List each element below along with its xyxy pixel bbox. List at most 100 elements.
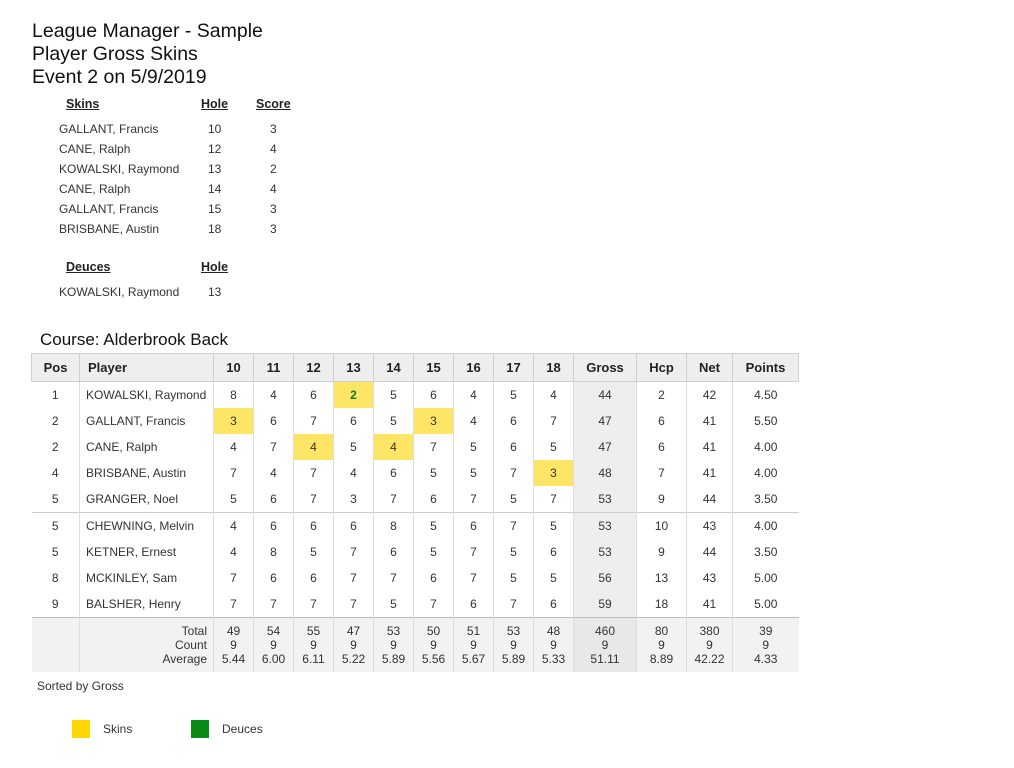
points-cell: 5.50 — [732, 408, 799, 434]
col-hole-12: 12 — [293, 353, 334, 382]
hole-score-cell: 6 — [333, 512, 374, 539]
hole-score-cell: 4 — [213, 434, 254, 460]
hole-score-cell: 5 — [373, 381, 414, 408]
net-cell: 41 — [686, 434, 733, 460]
pos-cell: 1 — [51, 388, 59, 402]
hole-score-cell: 7 — [293, 591, 334, 618]
gross-cell: 47 — [573, 434, 637, 460]
totals-value: 51.11 — [590, 652, 620, 666]
hole-score-cell: 7 — [293, 486, 334, 513]
hole-score-cell: 7 — [493, 591, 534, 618]
col-player: Player — [79, 353, 214, 382]
totals-cell: 55 9 6.11 — [293, 617, 334, 672]
totals-cell: 53 9 5.89 — [493, 617, 534, 672]
pos-cell: 2 — [51, 414, 59, 428]
hole-score-cell: 3 — [413, 408, 454, 434]
deuces-hole-header: Hole — [201, 260, 229, 274]
legend-deuces-label: Deuces — [222, 722, 263, 736]
hole-score-cell: 6 — [493, 434, 534, 460]
pos-cell: 4 — [51, 466, 59, 480]
points-cell: 4.00 — [732, 434, 799, 460]
table-row: 4 BRISBANE, Austin 7 4 7 4 6 5 5 7 3 48 7 41 4.00 — [32, 460, 799, 486]
totals-value: 9 — [601, 638, 609, 652]
totals-cell: 48 9 5.33 — [533, 617, 574, 672]
hole-score-cell: 5 — [333, 434, 374, 460]
totals-value: 39 — [759, 624, 773, 638]
gross-cell: 53 — [573, 486, 637, 513]
pos-cell: 5 — [51, 545, 59, 559]
totals-value: 6.11 — [302, 652, 325, 666]
totals-value: 80 — [654, 624, 669, 638]
table-header-row: Pos Player 10 11 12 13 14 15 16 17 18 Gr… — [31, 353, 799, 382]
hole-score-cell: 4 — [373, 434, 414, 460]
hole-score-cell: 4 — [293, 434, 334, 460]
hole-score-cell: 5 — [413, 460, 454, 486]
totals-value: 50 — [426, 624, 441, 638]
table-row: 9 BALSHER, Henry 7 7 7 7 5 7 6 7 6 59 18 41 5.00 — [32, 591, 799, 618]
totals-value: 51 — [466, 624, 481, 638]
hole-score-cell: 7 — [333, 591, 374, 618]
hole-score-cell: 4 — [213, 539, 254, 565]
net-cell: 44 — [686, 486, 733, 513]
net-cell: 43 — [686, 565, 733, 591]
hole-score-cell: 4 — [533, 381, 574, 408]
hole-score-cell: 6 — [533, 591, 574, 618]
hcp-cell: 6 — [636, 434, 687, 460]
totals-value: 5.56 — [421, 652, 446, 666]
player-cell: CHEWNING, Melvin — [79, 512, 214, 539]
pos-cell: 2 — [51, 440, 59, 454]
points-cell: 4.00 — [732, 460, 799, 486]
hcp-cell: 9 — [636, 539, 687, 565]
skin-player: CANE, Ralph — [59, 182, 131, 196]
totals-cell: 460 9 51.11 — [573, 617, 637, 672]
hole-score-cell: 6 — [253, 408, 294, 434]
hole-score-cell: 7 — [213, 591, 254, 618]
deuce-player: KOWALSKI, Raymond — [59, 285, 180, 299]
report-subtitle: Player Gross Skins — [32, 43, 198, 65]
skin-hole: 14 — [208, 182, 222, 196]
skin-score: 2 — [270, 162, 277, 176]
hcp-cell: 13 — [636, 565, 687, 591]
sort-note: Sorted by Gross — [37, 679, 124, 693]
hole-score-cell: 4 — [333, 460, 374, 486]
totals-value: 5.33 — [541, 652, 566, 666]
totals-value: 49 — [226, 624, 241, 638]
totals-value: 55 — [306, 624, 321, 638]
hole-score-cell: 7 — [333, 565, 374, 591]
skin-player: GALLANT, Francis — [59, 122, 159, 136]
hole-score-cell: 6 — [293, 512, 334, 539]
hole-score-cell: 6 — [293, 565, 334, 591]
table-row: 5 CHEWNING, Melvin 4 6 6 6 8 5 6 7 5 53 10 43 4.00 — [31, 512, 799, 539]
hole-score-cell: 2 — [333, 381, 374, 408]
totals-value: 9 — [350, 638, 357, 652]
skin-player: BRISBANE, Austin — [59, 222, 160, 236]
hole-score-cell: 6 — [493, 408, 534, 434]
hole-score-cell: 6 — [413, 381, 454, 408]
net-cell: 41 — [686, 460, 733, 486]
skin-hole: 10 — [208, 122, 222, 136]
totals-value: 53 — [386, 624, 401, 638]
totals-value: 9 — [470, 638, 477, 652]
hole-score-cell: 4 — [213, 512, 254, 539]
totals-value: 9 — [230, 638, 237, 652]
skins-hole-header: Hole — [201, 97, 229, 111]
totals-value: 8.89 — [649, 652, 674, 666]
hcp-cell: 2 — [636, 381, 687, 408]
hole-score-cell: 7 — [253, 591, 294, 618]
hole-score-cell: 6 — [453, 591, 494, 618]
hole-score-cell: 5 — [493, 565, 534, 591]
hole-score-cell: 7 — [453, 539, 494, 565]
hole-score-cell: 5 — [533, 434, 574, 460]
hole-score-cell: 6 — [373, 539, 414, 565]
hcp-cell: 18 — [636, 591, 687, 618]
col-hcp: Hcp — [636, 353, 687, 382]
hole-score-cell: 5 — [373, 408, 414, 434]
totals-value: 9 — [658, 638, 665, 652]
net-cell: 41 — [686, 591, 733, 618]
col-hole-17: 17 — [493, 353, 534, 382]
table-row: 8 MCKINLEY, Sam 7 6 6 7 7 6 7 5 5 56 13 43 5.00 — [32, 565, 799, 591]
skin-score: 3 — [270, 122, 277, 136]
hole-score-cell: 6 — [293, 381, 334, 408]
hole-score-cell: 6 — [533, 539, 574, 565]
totals-value: 6.00 — [261, 652, 286, 666]
